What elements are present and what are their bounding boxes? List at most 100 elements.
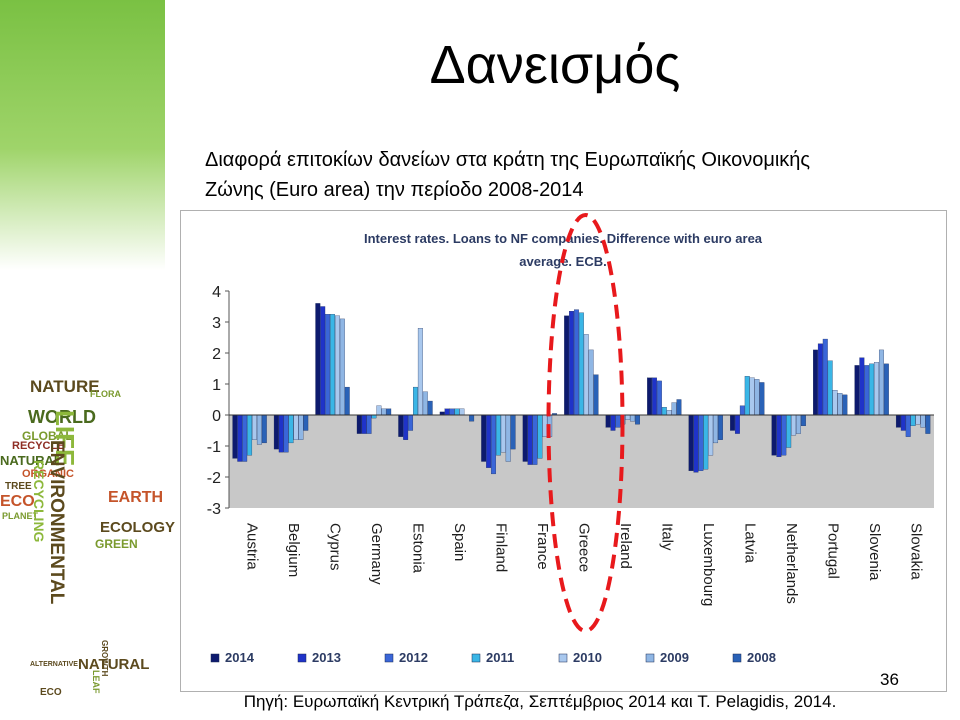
- legend-label: 2012: [399, 650, 428, 665]
- tree-word: TREE: [5, 481, 32, 492]
- x-tick-label: Slovenia: [866, 523, 883, 581]
- legend-swatch: [471, 653, 481, 663]
- x-tick-label: Slovakia: [907, 523, 924, 580]
- bar: [573, 309, 579, 416]
- bar: [278, 414, 284, 453]
- legend-label: 2011: [486, 650, 514, 665]
- legend-swatch: [210, 653, 220, 663]
- bar: [625, 414, 631, 420]
- bar: [895, 414, 901, 428]
- bar: [869, 363, 875, 416]
- bar: [510, 414, 516, 450]
- plot-background-negative: [229, 415, 934, 508]
- tree-word: PLANET: [2, 511, 38, 521]
- bar: [427, 400, 433, 416]
- bar: [386, 408, 392, 416]
- bar: [588, 349, 594, 416]
- tree-word: GLOBAL: [22, 429, 73, 443]
- x-tick-label: Finland: [493, 523, 510, 572]
- legend-label: 2009: [660, 650, 689, 665]
- bar: [718, 414, 723, 440]
- bar: [791, 414, 797, 436]
- tree-word: NATURAL: [78, 656, 150, 673]
- bar: [661, 407, 667, 416]
- bar: [630, 414, 636, 422]
- bar: [356, 414, 362, 434]
- bar: [666, 410, 672, 416]
- bar: [671, 402, 677, 416]
- bar: [242, 414, 248, 462]
- x-tick-label: Italy: [658, 523, 675, 551]
- tree-word: GROWTH: [100, 640, 109, 677]
- bar: [344, 386, 350, 416]
- x-tick-label: Netherlands: [783, 523, 800, 604]
- bar: [822, 338, 828, 416]
- bar: [481, 414, 487, 462]
- bar: [781, 414, 787, 456]
- legend-label: 2013: [312, 650, 341, 665]
- bar: [408, 414, 414, 431]
- x-tick-label: Latvia: [741, 523, 758, 564]
- tree-word: NATURE: [30, 377, 100, 396]
- bar: [232, 414, 238, 459]
- bar: [334, 315, 340, 416]
- bar: [293, 414, 299, 440]
- bar: [366, 414, 372, 434]
- bar: [261, 414, 267, 444]
- x-tick-label: Belgium: [285, 523, 302, 577]
- legend-label: 2014: [225, 650, 255, 665]
- bar: [381, 408, 387, 416]
- bar: [256, 414, 262, 445]
- bar: [800, 414, 806, 426]
- bar: [776, 414, 782, 457]
- x-tick-label: Germany: [368, 523, 385, 585]
- bar: [605, 414, 611, 428]
- bar: [796, 414, 801, 434]
- tree-word: FLORA: [90, 389, 121, 399]
- bar: [459, 408, 465, 416]
- x-tick-label: Greece: [576, 523, 593, 572]
- bar: [734, 414, 740, 434]
- subtitle-line-2: Ζώνης (Euro area) την περίοδο 2008-2014: [205, 179, 584, 201]
- tree-word: LEAF: [91, 670, 101, 694]
- legend-swatch: [558, 653, 568, 663]
- bar: [813, 349, 818, 416]
- green-accent-bar: [0, 0, 165, 270]
- bar: [915, 414, 921, 425]
- bar: [403, 414, 409, 440]
- x-tick-label: Ireland: [617, 523, 634, 569]
- y-tick-label: 1: [212, 377, 221, 394]
- bar: [817, 343, 823, 416]
- bar: [537, 414, 543, 459]
- bar: [905, 414, 911, 437]
- legend-label: 2008: [747, 650, 776, 665]
- tree-word: ECO: [0, 493, 35, 510]
- source-note: Πηγή: Ευρωπαϊκή Κεντρική Τράπεζα, Σεπτέμ…: [243, 692, 837, 711]
- bar: [698, 414, 704, 471]
- x-tick-label: Luxembourg: [700, 523, 717, 606]
- bar: [749, 377, 755, 416]
- chart-container: Interest rates. Loans to NF companies. D…: [180, 210, 947, 692]
- bar: [449, 408, 455, 416]
- bar: [693, 414, 699, 473]
- subtitle-line-1: Διαφορά επιτοκίων δανείων στα κράτη της …: [205, 149, 811, 171]
- slide-title: Δανεισμός: [429, 35, 681, 95]
- bar: [495, 414, 501, 456]
- legend-label: 2010: [573, 650, 602, 665]
- bar: [330, 314, 335, 416]
- tree-word: NATURAL: [0, 453, 62, 468]
- bar: [469, 414, 475, 422]
- y-tick-label: 2: [212, 346, 221, 363]
- bar: [522, 414, 528, 462]
- bar: [713, 414, 719, 444]
- legend-swatch: [384, 653, 394, 663]
- x-tick-label: Spain: [451, 523, 468, 561]
- bar: [754, 379, 760, 416]
- bar: [444, 408, 450, 416]
- bar: [247, 414, 253, 456]
- highlight-ellipse: [546, 213, 625, 633]
- legend-swatch: [297, 653, 307, 663]
- bar: [771, 414, 777, 456]
- bar: [376, 405, 382, 416]
- bar: [786, 414, 792, 448]
